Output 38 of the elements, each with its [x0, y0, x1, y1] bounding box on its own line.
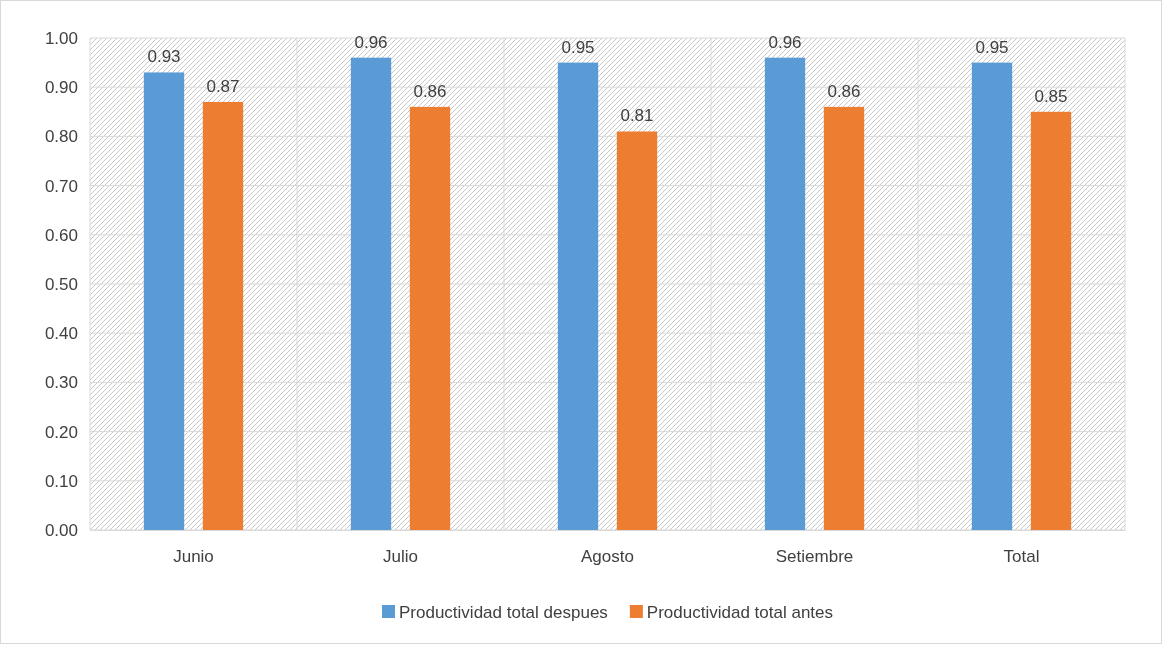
y-tick-label: 0.60: [44, 225, 78, 245]
bar: [616, 131, 658, 530]
y-tick-label: 0.30: [44, 373, 78, 393]
y-tick-label: 0.20: [44, 422, 78, 442]
bar: [350, 57, 392, 530]
legend-label: Productividad total despues: [398, 603, 608, 622]
bar: [557, 62, 599, 530]
y-tick-label: 0.70: [44, 176, 78, 196]
y-tick-label: 0.50: [44, 274, 78, 294]
data-label: 0.95: [975, 37, 1009, 57]
y-tick-label: 0.40: [44, 324, 78, 344]
x-tick-label: Julio: [383, 547, 418, 567]
bar: [143, 72, 185, 530]
bar: [409, 106, 451, 530]
data-label: 0.81: [620, 106, 654, 126]
data-label: 0.96: [354, 32, 388, 52]
data-label: 0.96: [768, 32, 802, 52]
y-tick-label: 0.80: [44, 127, 78, 147]
x-tick-label: Agosto: [581, 547, 634, 567]
bar: [764, 57, 806, 530]
bar: [823, 106, 865, 530]
y-tick-label: 0.90: [44, 78, 78, 98]
data-label: 0.87: [206, 76, 240, 96]
x-tick-label: Junio: [173, 547, 214, 567]
y-tick-label: 0.00: [44, 520, 78, 540]
data-label: 0.86: [413, 81, 447, 101]
y-tick-label: 0.10: [44, 471, 78, 491]
data-label: 0.93: [147, 47, 181, 67]
legend-label: Productividad total antes: [646, 603, 834, 622]
bar: [202, 101, 244, 530]
x-tick-label: Total: [1003, 547, 1040, 567]
x-tick-label: Setiembre: [775, 547, 854, 567]
data-label: 0.95: [561, 37, 595, 57]
data-label: 0.86: [827, 81, 861, 101]
y-tick-label: 1.00: [44, 28, 78, 48]
bar: [1030, 111, 1072, 530]
bar: [971, 62, 1013, 530]
data-label: 0.85: [1034, 86, 1068, 106]
